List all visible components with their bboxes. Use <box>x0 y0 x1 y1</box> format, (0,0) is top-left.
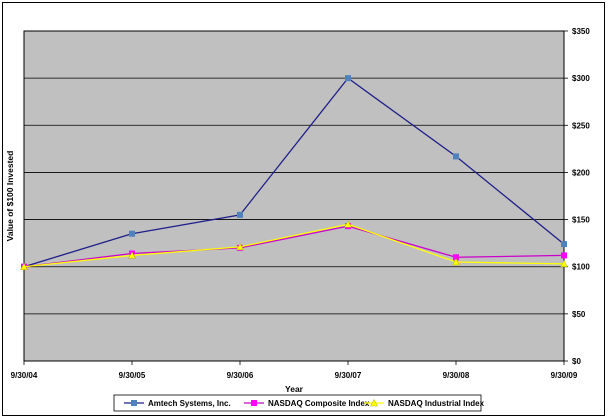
x-tick-label: 9/30/07 <box>335 371 362 380</box>
legend-label: NASDAQ Composite Index <box>268 399 370 408</box>
y-tick-label: $350 <box>572 27 590 36</box>
legend: Amtech Systems, Inc. NASDAQ Composite Ind… <box>113 394 485 412</box>
x-axis-title: Year <box>285 384 304 394</box>
data-point <box>561 252 567 259</box>
legend-item: Amtech Systems, Inc. <box>124 399 231 408</box>
data-point <box>128 251 136 259</box>
x-tick-label: 9/30/08 <box>443 371 470 380</box>
y-axis-title: Value of $100 Invested <box>5 151 15 242</box>
data-point <box>560 259 568 268</box>
series <box>20 220 568 270</box>
plot-area <box>23 30 565 362</box>
x-tick-label: 9/30/06 <box>227 371 254 380</box>
legend-label: Amtech Systems, Inc. <box>148 399 231 408</box>
data-point <box>129 230 135 237</box>
x-tick-label: 9/30/04 <box>11 371 38 380</box>
gridlines <box>24 30 564 362</box>
y-axis-ticks: $0 $50 $100 $150 $200 $250 $300 $350 <box>564 27 590 366</box>
series-line <box>23 225 565 268</box>
legend-item: NASDAQ Industrial Index <box>364 399 485 408</box>
y-tick-label: $200 <box>572 168 590 177</box>
data-point <box>345 75 351 82</box>
y-tick-label: $50 <box>572 310 586 319</box>
data-point <box>453 153 459 160</box>
legend-swatch-marker <box>370 399 378 407</box>
data-point <box>237 211 243 218</box>
y-tick-label: $250 <box>572 121 590 130</box>
series-line <box>23 77 565 268</box>
x-tick-label: 9/30/05 <box>119 371 146 380</box>
y-tick-label: $150 <box>572 216 590 225</box>
y-tick-label: $0 <box>572 357 581 366</box>
y-tick-label: $300 <box>572 74 590 83</box>
data-point <box>561 241 567 248</box>
data-point <box>344 220 352 228</box>
legend-swatch-marker <box>251 400 257 406</box>
series-group <box>20 75 568 270</box>
data-point <box>452 258 460 266</box>
data-point <box>453 254 459 261</box>
x-axis-ticks: 9/30/04 9/30/05 9/30/06 9/30/07 9/30/08 9/30/… <box>11 361 578 380</box>
data-point <box>236 242 244 251</box>
y-tick-label: $100 <box>572 263 590 272</box>
legend-box <box>113 394 482 412</box>
legend-label: NASDAQ Industrial Index <box>388 399 485 408</box>
series-line <box>23 223 565 268</box>
legend-swatch-marker <box>131 400 137 406</box>
legend-item: NASDAQ Composite Index <box>244 399 370 408</box>
data-point <box>20 262 28 270</box>
x-tick-label: 9/30/09 <box>551 371 578 380</box>
